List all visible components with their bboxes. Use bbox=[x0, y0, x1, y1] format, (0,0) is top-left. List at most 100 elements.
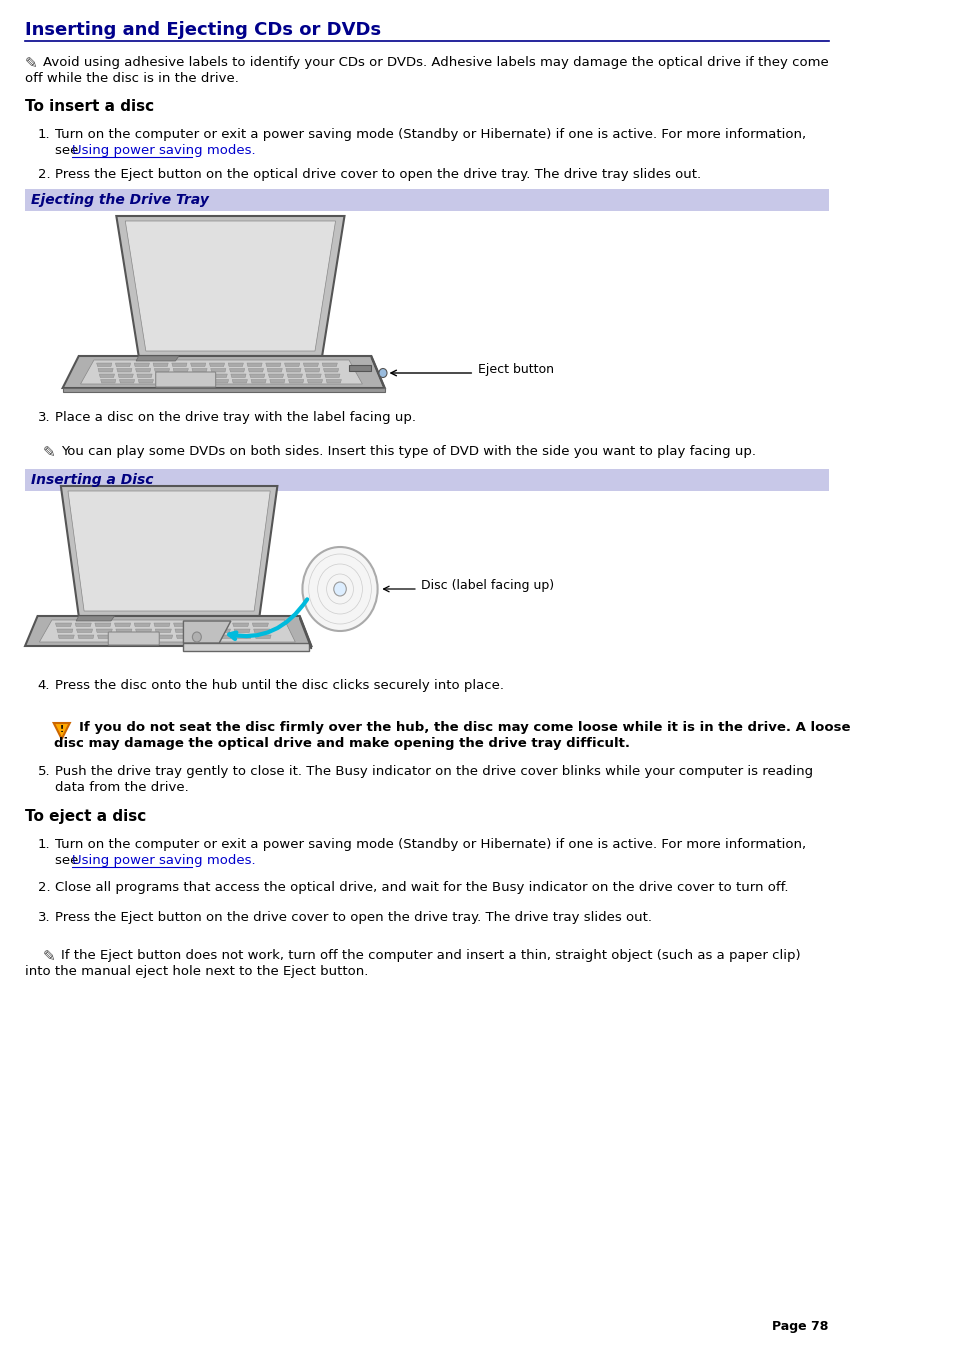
Polygon shape bbox=[135, 630, 152, 632]
Polygon shape bbox=[288, 380, 303, 382]
Polygon shape bbox=[326, 380, 341, 382]
Polygon shape bbox=[215, 635, 232, 639]
Polygon shape bbox=[266, 363, 281, 366]
Polygon shape bbox=[287, 374, 302, 377]
Polygon shape bbox=[115, 363, 131, 366]
Polygon shape bbox=[156, 635, 172, 639]
Text: 2.: 2. bbox=[37, 168, 51, 181]
Polygon shape bbox=[39, 620, 295, 642]
Text: 2.: 2. bbox=[37, 881, 51, 894]
Polygon shape bbox=[183, 643, 309, 651]
Polygon shape bbox=[80, 359, 362, 384]
Polygon shape bbox=[136, 357, 179, 361]
Polygon shape bbox=[233, 630, 250, 632]
Text: 1.: 1. bbox=[37, 838, 51, 851]
Polygon shape bbox=[57, 630, 72, 632]
Text: Avoid using adhesive labels to identify your CDs or DVDs. Adhesive labels may da: Avoid using adhesive labels to identify … bbox=[43, 55, 828, 69]
Text: off while the disc is in the drive.: off while the disc is in the drive. bbox=[25, 72, 238, 85]
Polygon shape bbox=[349, 365, 371, 372]
Polygon shape bbox=[247, 363, 262, 366]
Polygon shape bbox=[154, 369, 170, 372]
Polygon shape bbox=[152, 363, 168, 366]
Text: Disc (label facing up): Disc (label facing up) bbox=[420, 580, 553, 593]
Polygon shape bbox=[138, 380, 153, 382]
Polygon shape bbox=[134, 623, 151, 627]
Polygon shape bbox=[306, 374, 321, 377]
Text: ✎: ✎ bbox=[25, 55, 38, 72]
Bar bbox=[25, 189, 828, 211]
Polygon shape bbox=[135, 369, 151, 372]
Text: Place a disc on the drive tray with the label facing up.: Place a disc on the drive tray with the … bbox=[55, 411, 416, 424]
Polygon shape bbox=[97, 635, 113, 639]
Text: 4.: 4. bbox=[37, 680, 50, 692]
Polygon shape bbox=[322, 363, 337, 366]
Polygon shape bbox=[176, 635, 193, 639]
Text: If the Eject button does not work, turn off the computer and insert a thin, stra: If the Eject button does not work, turn … bbox=[61, 948, 800, 962]
Polygon shape bbox=[25, 616, 311, 646]
Polygon shape bbox=[172, 369, 188, 372]
Polygon shape bbox=[75, 623, 91, 627]
Text: into the manual eject hole next to the Eject button.: into the manual eject hole next to the E… bbox=[25, 965, 368, 978]
Polygon shape bbox=[155, 630, 172, 632]
Polygon shape bbox=[230, 369, 245, 372]
Polygon shape bbox=[268, 374, 283, 377]
Polygon shape bbox=[98, 369, 113, 372]
Polygon shape bbox=[119, 380, 134, 382]
Polygon shape bbox=[228, 363, 243, 366]
Text: Eject button: Eject button bbox=[477, 363, 554, 377]
Polygon shape bbox=[173, 623, 190, 627]
Circle shape bbox=[334, 582, 346, 596]
FancyBboxPatch shape bbox=[155, 372, 215, 386]
Polygon shape bbox=[101, 380, 115, 382]
Polygon shape bbox=[213, 623, 229, 627]
Polygon shape bbox=[183, 621, 231, 643]
Text: !: ! bbox=[60, 724, 64, 734]
Polygon shape bbox=[213, 380, 229, 382]
Text: To eject a disc: To eject a disc bbox=[25, 809, 146, 824]
Polygon shape bbox=[303, 363, 318, 366]
Polygon shape bbox=[193, 374, 209, 377]
Polygon shape bbox=[137, 635, 152, 639]
Polygon shape bbox=[76, 630, 92, 632]
Polygon shape bbox=[248, 369, 263, 372]
Polygon shape bbox=[304, 369, 319, 372]
Polygon shape bbox=[115, 630, 132, 632]
Polygon shape bbox=[63, 357, 384, 388]
Text: Page 78: Page 78 bbox=[771, 1320, 828, 1333]
Polygon shape bbox=[175, 380, 191, 382]
Text: You can play some DVDs on both sides. Insert this type of DVD with the side you : You can play some DVDs on both sides. In… bbox=[61, 444, 755, 458]
Polygon shape bbox=[63, 388, 384, 392]
Polygon shape bbox=[137, 374, 152, 377]
Polygon shape bbox=[99, 374, 114, 377]
Polygon shape bbox=[324, 374, 339, 377]
Text: data from the drive.: data from the drive. bbox=[55, 781, 189, 794]
Polygon shape bbox=[117, 635, 133, 639]
Polygon shape bbox=[235, 635, 252, 639]
Polygon shape bbox=[118, 374, 133, 377]
Polygon shape bbox=[267, 369, 282, 372]
Polygon shape bbox=[214, 630, 231, 632]
Text: Press the disc onto the hub until the disc clicks securely into place.: Press the disc onto the hub until the di… bbox=[55, 680, 504, 692]
Polygon shape bbox=[211, 369, 226, 372]
Polygon shape bbox=[116, 369, 132, 372]
Polygon shape bbox=[254, 635, 271, 639]
Text: disc may damage the optical drive and make opening the drive tray difficult.: disc may damage the optical drive and ma… bbox=[53, 738, 629, 750]
Polygon shape bbox=[286, 369, 301, 372]
FancyBboxPatch shape bbox=[108, 632, 159, 644]
Polygon shape bbox=[94, 623, 111, 627]
Text: To insert a disc: To insert a disc bbox=[25, 99, 154, 113]
Circle shape bbox=[302, 547, 377, 631]
Polygon shape bbox=[134, 363, 150, 366]
Polygon shape bbox=[299, 616, 311, 648]
Polygon shape bbox=[61, 486, 277, 616]
Polygon shape bbox=[157, 380, 172, 382]
Polygon shape bbox=[371, 357, 384, 390]
Polygon shape bbox=[232, 380, 247, 382]
Polygon shape bbox=[195, 635, 212, 639]
Polygon shape bbox=[253, 623, 268, 627]
Text: Using power saving modes.: Using power saving modes. bbox=[71, 854, 255, 867]
Polygon shape bbox=[96, 630, 112, 632]
Polygon shape bbox=[193, 623, 209, 627]
Text: Turn on the computer or exit a power saving mode (Standby or Hibernate) if one i: Turn on the computer or exit a power sav… bbox=[55, 838, 805, 851]
Text: Turn on the computer or exit a power saving mode (Standby or Hibernate) if one i: Turn on the computer or exit a power sav… bbox=[55, 128, 805, 141]
